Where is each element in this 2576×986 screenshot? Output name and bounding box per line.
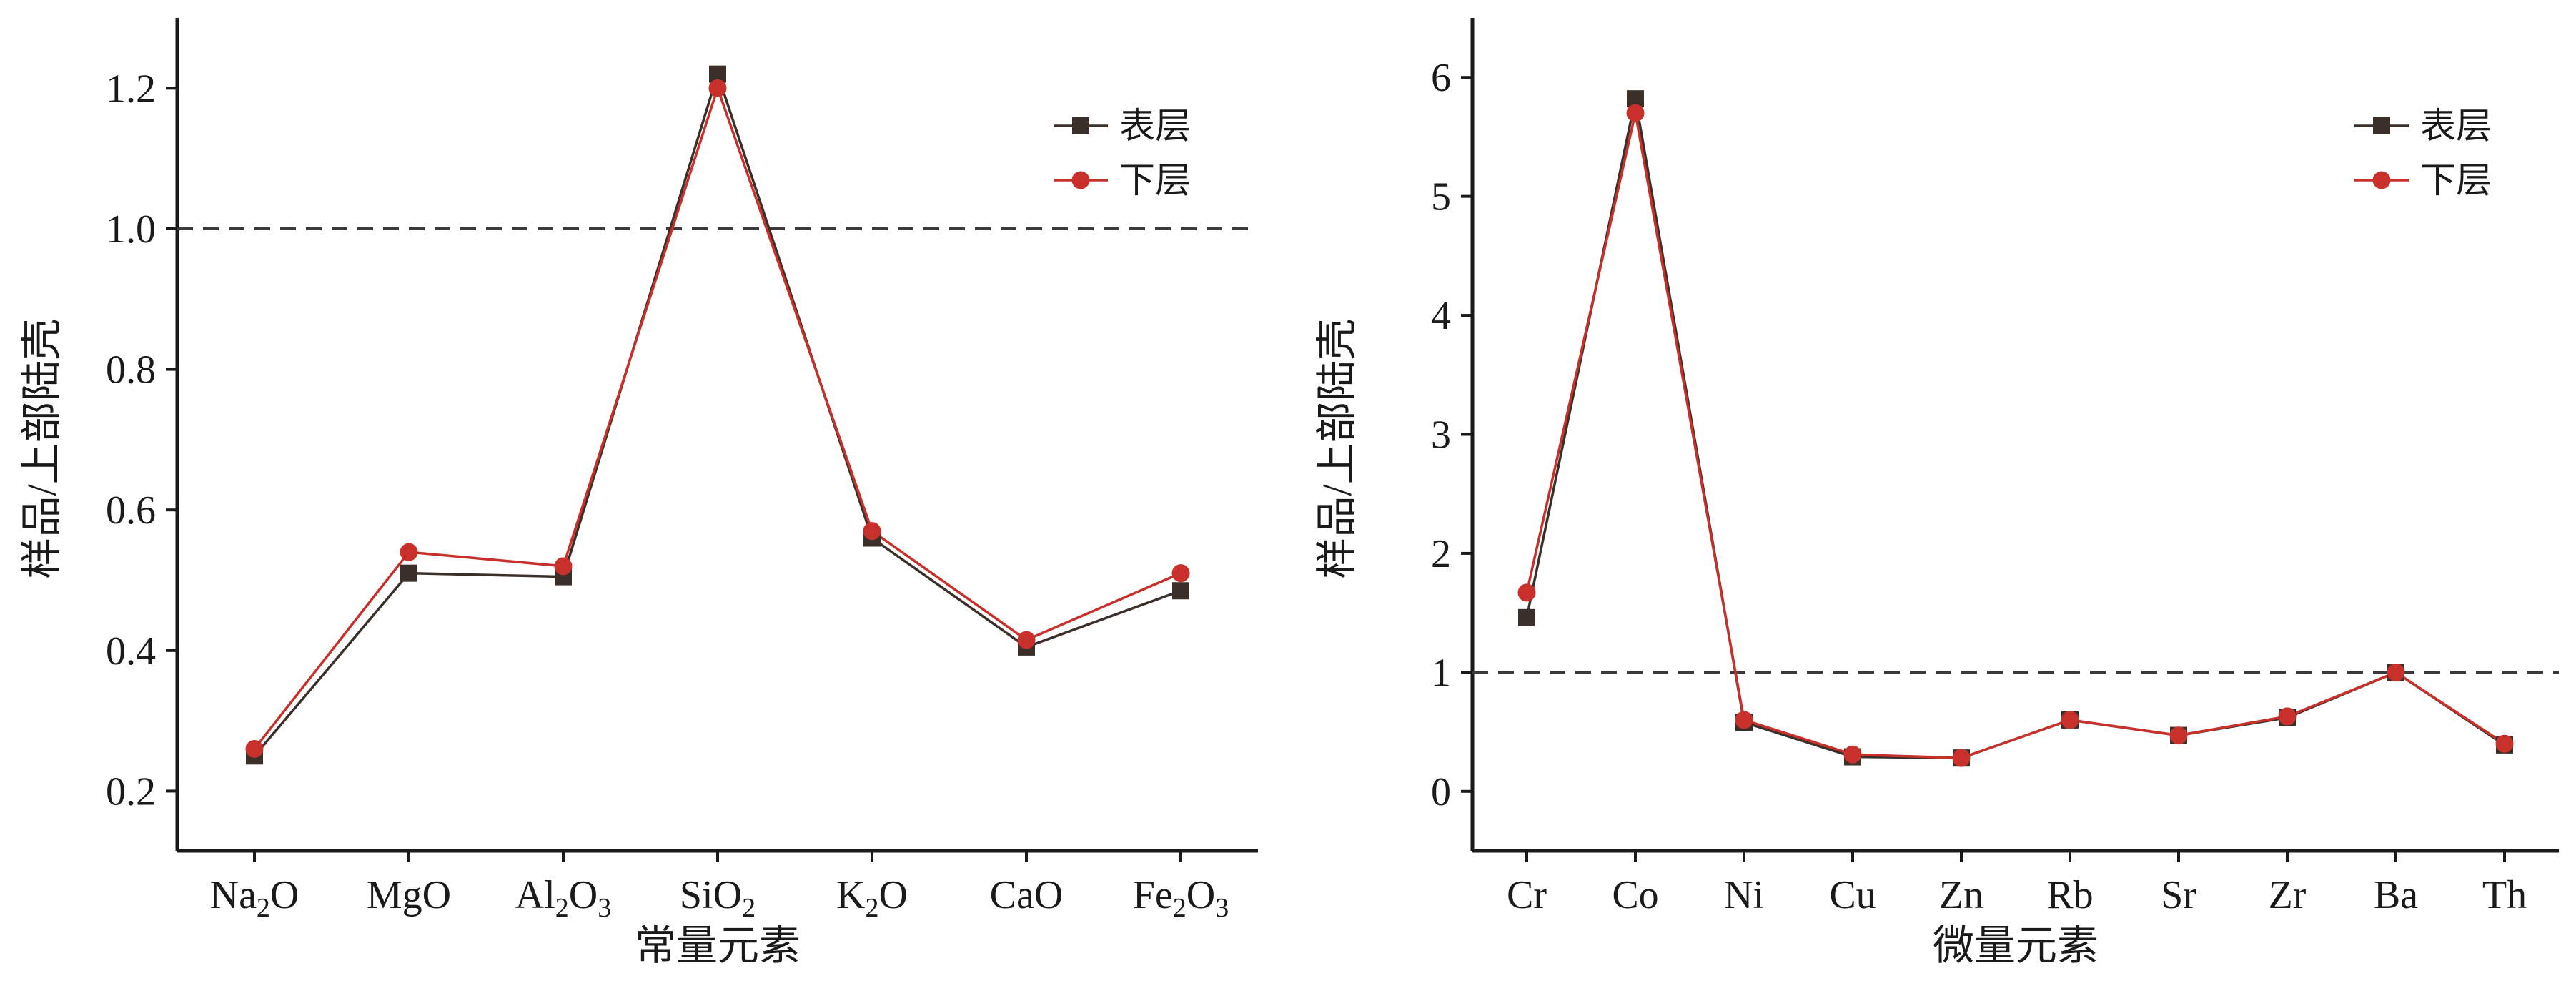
y-tick-label: 4 bbox=[1431, 294, 1451, 338]
legend-label: 表层 bbox=[2420, 106, 2492, 146]
x-tick-label: Co bbox=[1612, 873, 1658, 917]
y-axis-title: 样品/上部陆壳 bbox=[1314, 318, 1360, 578]
x-tick-label: Zn bbox=[1939, 873, 1983, 917]
x-axis-title: 微量元素 bbox=[1933, 922, 2099, 969]
data-point-circle bbox=[1952, 749, 1971, 767]
x-tick-label: Ni bbox=[1724, 873, 1764, 917]
data-point-circle bbox=[2387, 663, 2405, 681]
x-axis-title: 常量元素 bbox=[635, 922, 801, 969]
x-tick-label: K2O bbox=[836, 873, 908, 923]
x-tick-label: Al2O3 bbox=[515, 873, 611, 923]
y-tick-label: 0 bbox=[1431, 770, 1451, 814]
legend-label: 下层 bbox=[1119, 160, 1191, 200]
data-point-circle bbox=[1626, 104, 1645, 122]
y-tick-label: 0.6 bbox=[106, 488, 156, 533]
data-point-circle bbox=[245, 739, 264, 758]
y-tick-label: 3 bbox=[1431, 413, 1451, 458]
x-tick-label: Rb bbox=[2046, 873, 2093, 917]
x-tick-label: MgO bbox=[367, 873, 451, 917]
data-point-circle bbox=[2278, 707, 2297, 726]
legend-marker-circle bbox=[1071, 171, 1090, 189]
x-tick-label: Cu bbox=[1829, 873, 1876, 917]
y-tick-label: 5 bbox=[1431, 175, 1451, 220]
chart-panel-1: 0.2 0.4 0.6 0.8 1.0 1.2 Na2O MgO Al2O3 SiO2 K2O CaO… bbox=[19, 18, 1258, 969]
data-point-square bbox=[400, 564, 417, 582]
data-point-circle bbox=[1017, 631, 1036, 649]
legend-marker-circle bbox=[2372, 171, 2391, 189]
data-point-circle bbox=[1843, 745, 1862, 764]
data-point-circle bbox=[1517, 583, 1536, 602]
x-tick-label: Sr bbox=[2161, 873, 2196, 917]
legend-label: 表层 bbox=[1119, 106, 1191, 146]
data-point-circle bbox=[708, 79, 727, 97]
data-point-square bbox=[1518, 608, 1535, 626]
x-tick-label: Na2O bbox=[210, 873, 299, 923]
data-point-circle bbox=[554, 557, 573, 576]
legend-marker-square bbox=[1072, 117, 1089, 134]
data-point-circle bbox=[400, 543, 418, 561]
y-tick-label: 6 bbox=[1431, 56, 1451, 100]
chart-panel-2: 0 1 2 3 4 5 6 Cr Co Ni Cu Zn Rb Sr Zr Ba Th 微量元素 样品/上部陆壳 表层… bbox=[1314, 18, 2559, 969]
y-tick-label: 1.2 bbox=[106, 66, 156, 111]
y-axis-title: 样品/上部陆壳 bbox=[19, 318, 65, 578]
y-tick-label: 1 bbox=[1431, 651, 1451, 695]
data-point-square bbox=[1627, 90, 1644, 108]
x-tick-label: CaO bbox=[990, 873, 1064, 917]
y-tick-label: 0.2 bbox=[106, 769, 156, 814]
data-point-circle bbox=[863, 522, 881, 541]
x-tick-label: Ba bbox=[2374, 873, 2418, 917]
x-tick-label: SiO2 bbox=[680, 873, 756, 923]
y-tick-label: 2 bbox=[1431, 532, 1451, 576]
legend-marker-square bbox=[2373, 117, 2390, 134]
series-line-surface bbox=[1525, 98, 2505, 759]
data-point-square bbox=[1172, 582, 1189, 600]
x-tick-label: Fe2O3 bbox=[1133, 873, 1229, 923]
data-point-circle bbox=[2495, 734, 2514, 753]
data-point-circle bbox=[2061, 711, 2079, 729]
legend-label: 下层 bbox=[2420, 160, 2492, 200]
y-tick-label: 0.4 bbox=[106, 629, 156, 674]
series-line-subsurface bbox=[253, 84, 1182, 750]
y-tick-label: 0.8 bbox=[106, 348, 156, 393]
x-tick-label: Zr bbox=[2269, 873, 2307, 917]
x-tick-label: Th bbox=[2482, 873, 2527, 917]
data-point-circle bbox=[1735, 711, 1753, 729]
x-tick-label: Cr bbox=[1507, 873, 1547, 917]
data-point-circle bbox=[1171, 564, 1190, 583]
series-line-subsurface bbox=[1525, 112, 2505, 759]
y-tick-label: 1.0 bbox=[106, 207, 156, 252]
data-point-circle bbox=[2169, 726, 2188, 745]
series-line-surface bbox=[253, 69, 1182, 757]
